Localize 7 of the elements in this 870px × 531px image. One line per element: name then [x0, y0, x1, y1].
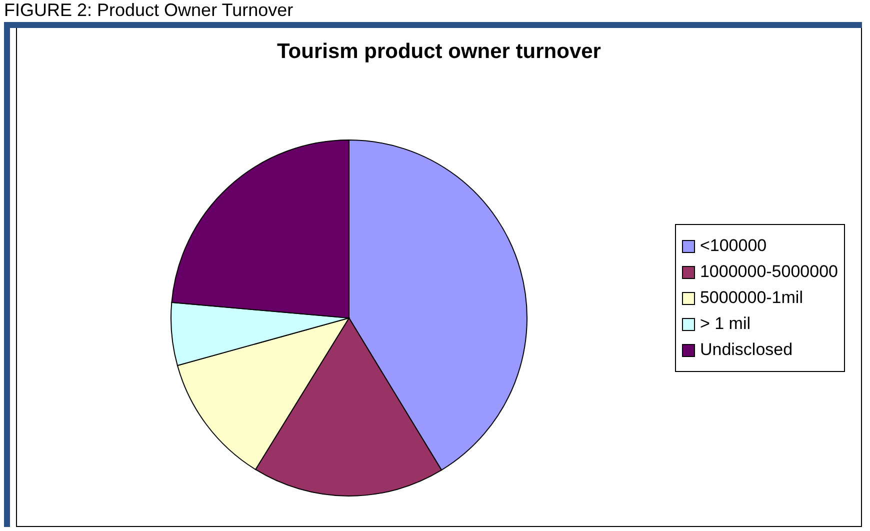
chart-title: Tourism product owner turnover	[276, 40, 602, 64]
legend-label: <100000	[700, 235, 767, 257]
legend-label: > 1 mil	[700, 313, 751, 335]
legend-label: Undisclosed	[700, 339, 793, 361]
legend-label: 1000000-5000000	[700, 261, 838, 283]
caption: FIGURE 2: Product Owner Turnover	[4, 0, 294, 20]
legend-label: 5000000-1mil	[700, 287, 803, 309]
